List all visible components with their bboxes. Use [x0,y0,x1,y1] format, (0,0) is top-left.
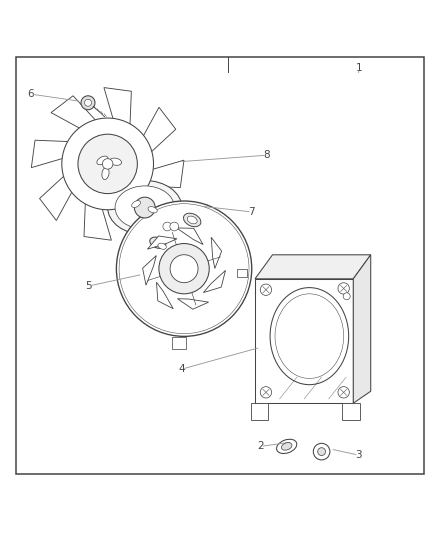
Ellipse shape [270,288,349,385]
Circle shape [119,204,249,334]
Polygon shape [143,255,156,285]
Polygon shape [156,282,173,309]
Polygon shape [255,279,353,403]
Circle shape [338,386,350,398]
Circle shape [260,284,272,295]
FancyBboxPatch shape [172,337,186,349]
Circle shape [102,159,113,169]
FancyBboxPatch shape [343,403,360,420]
Circle shape [163,222,172,231]
Circle shape [85,99,92,106]
Text: 2: 2 [257,441,264,451]
Polygon shape [32,140,75,167]
Text: 7: 7 [248,207,255,217]
Polygon shape [84,196,111,240]
Ellipse shape [132,200,141,207]
Text: 6: 6 [27,89,34,99]
FancyBboxPatch shape [251,403,268,420]
Circle shape [170,255,198,282]
FancyBboxPatch shape [237,269,247,277]
Ellipse shape [187,216,197,224]
Polygon shape [177,228,203,245]
Ellipse shape [108,181,182,235]
Circle shape [134,197,155,218]
Ellipse shape [281,442,292,450]
Text: 5: 5 [85,281,92,291]
Circle shape [62,118,153,210]
Ellipse shape [102,167,109,180]
Polygon shape [203,270,226,293]
Polygon shape [140,160,184,188]
Polygon shape [211,237,222,269]
Polygon shape [148,236,177,249]
Circle shape [81,96,95,110]
Polygon shape [51,96,101,132]
Circle shape [343,293,350,300]
Ellipse shape [150,237,166,248]
Circle shape [318,448,325,456]
Polygon shape [353,255,371,403]
Circle shape [159,244,209,294]
Ellipse shape [184,213,201,227]
Circle shape [313,443,330,460]
Polygon shape [177,298,208,309]
Ellipse shape [276,439,297,454]
Ellipse shape [158,243,166,249]
Polygon shape [104,87,131,132]
Text: 8: 8 [264,150,270,160]
Text: 4: 4 [179,364,185,374]
Text: 1: 1 [355,63,362,73]
Ellipse shape [115,186,174,229]
Polygon shape [140,107,176,157]
Ellipse shape [275,294,344,378]
Circle shape [338,282,350,294]
Ellipse shape [110,158,122,165]
Text: 3: 3 [355,450,362,460]
Circle shape [260,386,272,398]
Polygon shape [115,196,164,232]
Circle shape [117,201,252,336]
Polygon shape [39,171,75,221]
Polygon shape [255,255,371,279]
Ellipse shape [148,207,157,213]
Ellipse shape [97,156,108,165]
Circle shape [170,222,179,231]
Circle shape [78,134,138,193]
